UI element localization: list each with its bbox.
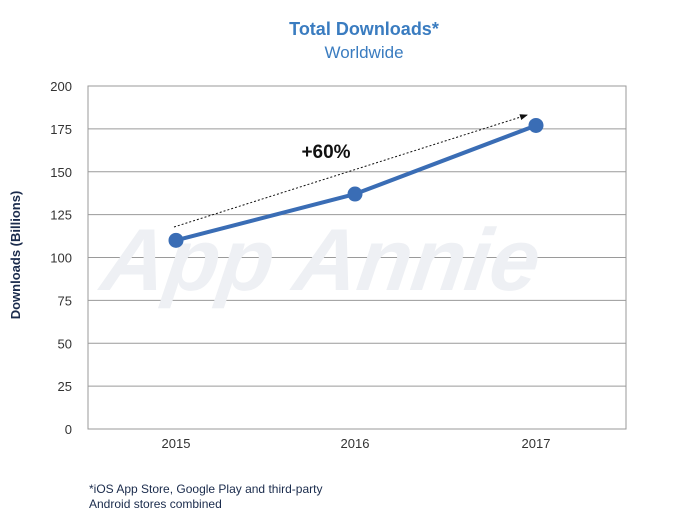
y-tick-label: 0 bbox=[65, 422, 72, 437]
y-axis-label: Downloads (Billions) bbox=[8, 191, 23, 320]
y-tick-label: 125 bbox=[50, 208, 72, 223]
x-tick-label: 2017 bbox=[522, 436, 551, 451]
growth-arrow bbox=[173, 114, 528, 228]
data-point bbox=[168, 232, 184, 248]
chart-title: Total Downloads* bbox=[289, 19, 439, 39]
y-tick-label: 175 bbox=[50, 122, 72, 137]
x-tick-label: 2016 bbox=[341, 436, 370, 451]
data-point bbox=[528, 117, 544, 133]
watermark: App Annie bbox=[94, 210, 546, 309]
y-tick-label: 25 bbox=[58, 379, 72, 394]
footnote-line-2: Android stores combined bbox=[89, 497, 222, 511]
data-point bbox=[347, 186, 363, 202]
y-tick-label: 75 bbox=[58, 293, 72, 308]
y-tick-label: 100 bbox=[50, 251, 72, 266]
x-tick-label: 2015 bbox=[162, 436, 191, 451]
chart-subtitle: Worldwide bbox=[324, 43, 404, 62]
y-tick-label: 200 bbox=[50, 79, 72, 94]
footnote: *iOS App Store, Google Play and third-pa… bbox=[89, 482, 322, 512]
footnote-line-1: *iOS App Store, Google Play and third-pa… bbox=[89, 482, 323, 496]
y-tick-label: 50 bbox=[58, 336, 72, 351]
y-tick-label: 150 bbox=[50, 165, 72, 180]
growth-annotation: +60% bbox=[301, 142, 350, 163]
